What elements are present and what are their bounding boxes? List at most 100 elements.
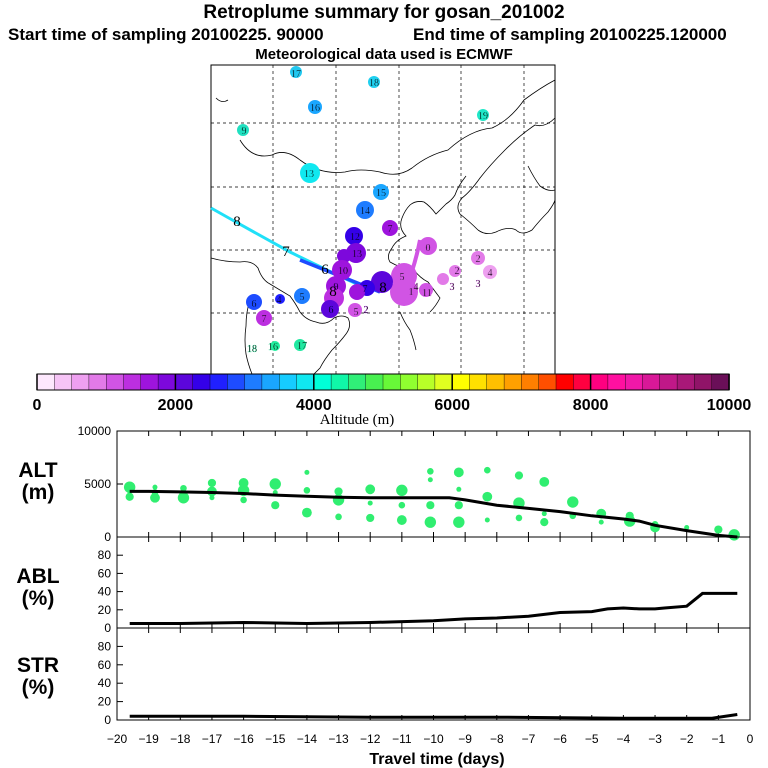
alt-cluster-point <box>238 478 249 488</box>
alt-cluster-point <box>302 507 312 518</box>
trajectory-label: 19 <box>478 111 488 122</box>
plume-point <box>349 284 365 300</box>
alt-cluster-point <box>207 478 217 488</box>
x-tick-label: −13 <box>328 732 349 746</box>
alt-cluster-point <box>567 496 579 508</box>
colorbar-swatch <box>573 373 592 391</box>
alt-cluster-point <box>515 514 523 522</box>
colorbar-swatch <box>192 373 211 391</box>
trajectory-label: 7 <box>388 224 393 235</box>
x-tick-label: −2 <box>680 732 694 746</box>
colorbar-swatch <box>348 373 367 391</box>
y-tick-label: 40 <box>98 585 112 599</box>
trajectory-label: 4 <box>488 268 493 279</box>
colorbar-tick-label: 6000 <box>434 397 470 414</box>
trajectory-label: 13 <box>304 169 314 180</box>
alt-cluster-point <box>303 487 311 494</box>
alt-panel: ALT(m) 0 5000 10000 <box>18 424 751 544</box>
x-tick-label: −6 <box>553 732 567 746</box>
y-tick-label: 60 <box>98 658 112 672</box>
panel-unit: (%) <box>22 676 55 699</box>
alt-cluster-point <box>484 466 491 474</box>
trajectory-label: 2 <box>476 254 481 265</box>
colorbar-swatch <box>538 373 557 391</box>
alt-cluster-point <box>453 516 465 528</box>
plume-point <box>237 124 249 136</box>
trajectory-label: 7 <box>262 314 267 325</box>
x-tick-label: 0 <box>747 732 754 746</box>
plume-point <box>294 339 306 351</box>
trajectory-label: 18 <box>247 344 257 355</box>
alt-cluster-point <box>484 517 490 523</box>
alt-cluster-point <box>456 486 462 492</box>
colorbar-swatch <box>209 373 228 391</box>
colorbar-swatch <box>105 373 125 391</box>
plume-point <box>270 341 280 351</box>
alt-cluster-point <box>427 467 434 475</box>
str-line <box>129 713 738 720</box>
trajectory-label: 10 <box>338 266 348 277</box>
colorbar-swatch <box>54 373 73 391</box>
alt-cluster-point <box>177 492 190 504</box>
alt-cluster-point <box>541 511 547 517</box>
alt-cluster-point <box>366 513 375 523</box>
alt-cluster-point <box>427 477 433 483</box>
x-tick-label: −9 <box>458 732 472 746</box>
x-tick-label: −5 <box>585 732 599 746</box>
colorbar-swatch <box>694 373 713 391</box>
colorbar-swatch <box>227 373 246 391</box>
colorbar-swatch <box>88 373 107 391</box>
x-tick-label: −11 <box>392 732 412 746</box>
trajectory-label: 6 <box>252 299 257 310</box>
plume-point <box>390 278 418 306</box>
plume-point <box>449 265 461 277</box>
plume-point <box>371 271 393 293</box>
trajectory-label: 4 <box>277 295 282 306</box>
x-tick-label: −20 <box>107 732 128 746</box>
alt-cluster-point <box>398 501 406 509</box>
alt-cluster-point <box>125 492 134 501</box>
colorbar-swatch <box>642 373 661 391</box>
plume-point <box>246 294 262 310</box>
colorbar-swatch <box>382 373 401 391</box>
colorbar-swatch <box>521 373 540 391</box>
panel-unit: (m) <box>22 481 55 504</box>
y-tick-label: 20 <box>98 603 112 617</box>
alt-cluster-point <box>540 518 549 527</box>
y-tick-label: 0 <box>104 713 111 727</box>
panel-label: ALT <box>18 459 57 482</box>
trajectory-label: 11 <box>422 288 432 299</box>
y-tick-label: 60 <box>98 566 112 580</box>
x-tick-label: −14 <box>297 732 318 746</box>
alt-cluster-point <box>304 469 310 475</box>
alt-cluster-point <box>514 471 524 480</box>
y-tick-label: 0 <box>104 621 111 635</box>
trajectory-label: 18 <box>369 78 379 89</box>
plume-point <box>477 109 489 121</box>
alt-cluster-point <box>396 484 408 497</box>
colorbar-swatch <box>175 373 194 391</box>
colorbar-swatch <box>676 373 696 391</box>
plume-point <box>483 265 497 279</box>
panel-frame <box>116 627 751 721</box>
colorbar-swatch <box>625 373 644 391</box>
x-tick-label: −1 <box>712 732 726 746</box>
alt-cluster-point <box>454 501 463 510</box>
y-tick-label: 10000 <box>78 424 112 438</box>
trajectory-label: 14 <box>360 206 370 217</box>
alt-cluster-point <box>396 515 407 525</box>
plume-point <box>332 260 352 280</box>
plume-point <box>346 243 366 263</box>
y-tick-label: 80 <box>98 548 112 562</box>
plume-point <box>308 100 322 114</box>
trajectory-label: 15 <box>376 188 386 199</box>
plume-point <box>368 76 380 88</box>
colorbar-swatch <box>157 373 177 391</box>
alt-cluster-point <box>367 500 373 506</box>
colorbar-swatch <box>711 373 730 391</box>
colorbar-swatch <box>296 373 315 391</box>
x-axis-label: Travel time (days) <box>369 751 504 768</box>
alt-cluster-point <box>335 513 342 521</box>
alt-cluster-point <box>539 476 550 487</box>
